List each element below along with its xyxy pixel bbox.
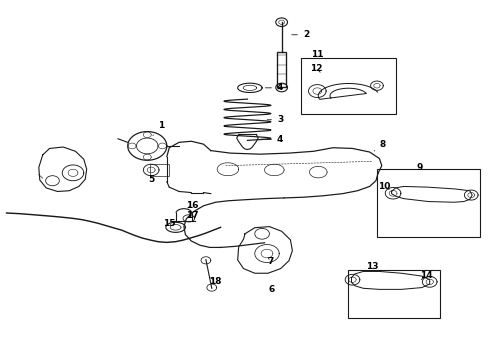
Bar	[150, 164, 169, 176]
Text: 7: 7	[267, 257, 273, 266]
Text: 6: 6	[269, 284, 275, 293]
Text: 16: 16	[186, 201, 198, 210]
Text: 12: 12	[310, 64, 322, 73]
Text: 2: 2	[292, 30, 309, 39]
Text: 13: 13	[366, 262, 378, 271]
Bar	[347, 270, 441, 318]
Bar	[377, 169, 480, 237]
Bar	[301, 58, 396, 114]
Text: 4: 4	[262, 135, 283, 144]
Text: 11: 11	[311, 50, 323, 59]
Text: 3: 3	[268, 115, 283, 124]
Text: 9: 9	[416, 163, 423, 172]
Text: 17: 17	[186, 211, 198, 220]
Text: 8: 8	[374, 140, 386, 151]
Text: 5: 5	[148, 175, 154, 184]
Text: 15: 15	[163, 219, 175, 228]
Text: 1: 1	[153, 121, 164, 135]
Text: 18: 18	[209, 276, 222, 285]
Text: 10: 10	[378, 182, 391, 191]
Text: 4: 4	[266, 83, 283, 92]
Text: 14: 14	[420, 271, 433, 280]
